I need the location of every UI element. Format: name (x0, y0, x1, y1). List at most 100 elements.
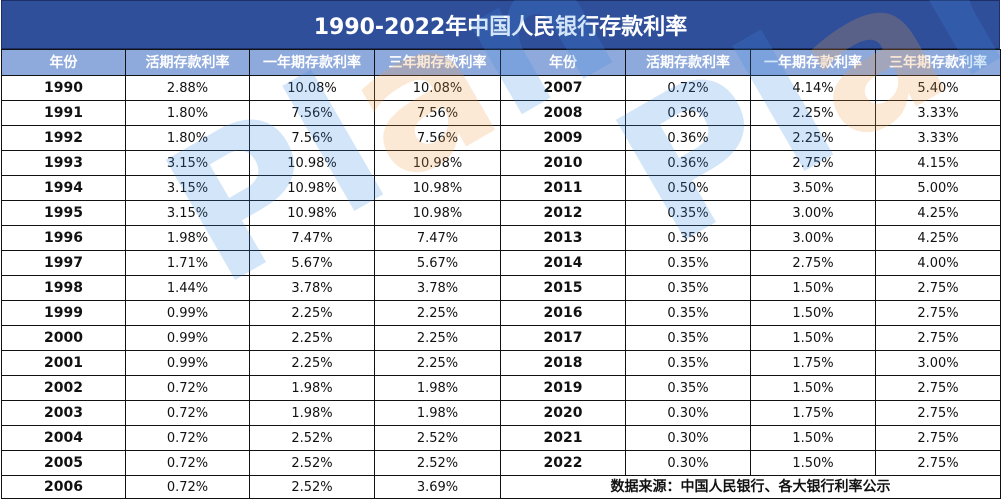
cell-year-left: 2004 (1, 425, 126, 451)
cell-one-year-rate-right: 1.50% (750, 300, 876, 326)
table-row: 2001 0.99% 2.25% 2.25% 2018 0.35% 1.75% 3.00% (1, 350, 1001, 376)
page-title: 1990-2022年中国人民银行存款利率 (1, 0, 1000, 49)
cell-demand-rate-left: 3.15% (125, 200, 250, 226)
cell-one-year-rate-right: 1.75% (750, 350, 876, 376)
cell-year-left: 1994 (1, 175, 126, 201)
cell-one-year-rate-left: 2.52% (249, 450, 375, 476)
cell-three-year-rate-right: 2.75% (875, 300, 1001, 326)
cell-demand-rate-left: 1.44% (125, 275, 250, 301)
cell-year-right: 2007 (500, 75, 626, 101)
cell-three-year-rate-right: 3.00% (875, 350, 1001, 376)
cell-year-right: 2011 (500, 175, 626, 201)
table-row: 2003 0.72% 1.98% 1.98% 2020 0.30% 1.75% 2.75% (1, 400, 1001, 426)
cell-one-year-rate-right: 4.14% (750, 75, 876, 101)
cell-year-right: 2015 (500, 275, 626, 301)
table-row: 2004 0.72% 2.52% 2.52% 2021 0.30% 1.50% 2.75% (1, 425, 1001, 451)
cell-three-year-rate-right: 2.75% (875, 450, 1001, 476)
cell-three-year-rate-left: 7.47% (374, 225, 501, 251)
cell-one-year-rate-right: 2.75% (750, 250, 876, 276)
cell-three-year-rate-right: 2.75% (875, 400, 1001, 426)
cell-one-year-rate-left: 2.25% (249, 350, 375, 376)
cell-demand-rate-left: 1.80% (125, 125, 250, 151)
cell-demand-rate-right: 0.36% (625, 150, 751, 176)
cell-demand-rate-right: 0.35% (625, 350, 751, 376)
cell-one-year-rate-left: 10.98% (249, 175, 375, 201)
cell-demand-rate-right: 0.35% (625, 200, 751, 226)
cell-year-left: 1992 (1, 125, 126, 151)
cell-year-left: 2000 (1, 325, 126, 351)
cell-year-right: 2020 (500, 400, 626, 426)
cell-three-year-rate-left: 10.98% (374, 200, 501, 226)
cell-demand-rate-left: 0.72% (125, 475, 250, 499)
cell-year-left: 1990 (1, 75, 126, 101)
cell-year-right: 2019 (500, 375, 626, 401)
cell-demand-rate-left: 2.88% (125, 75, 250, 101)
cell-three-year-rate-right: 4.25% (875, 225, 1001, 251)
cell-one-year-rate-left: 10.98% (249, 150, 375, 176)
cell-one-year-rate-right: 1.50% (750, 325, 876, 351)
cell-year-right: 2012 (500, 200, 626, 226)
cell-demand-rate-right: 0.30% (625, 400, 751, 426)
cell-year-right: 2014 (500, 250, 626, 276)
table-row: 2000 0.99% 2.25% 2.25% 2017 0.35% 1.50% 2.75% (1, 325, 1001, 351)
cell-three-year-rate-left: 10.98% (374, 175, 501, 201)
cell-one-year-rate-left: 2.25% (249, 325, 375, 351)
cell-year-right: 2021 (500, 425, 626, 451)
cell-one-year-rate-right: 3.00% (750, 200, 876, 226)
cell-three-year-rate-left: 3.69% (374, 475, 501, 499)
cell-three-year-rate-left: 2.25% (374, 350, 501, 376)
cell-three-year-rate-right: 3.33% (875, 125, 1001, 151)
cell-year-left: 2005 (1, 450, 126, 476)
cell-one-year-rate-right: 2.25% (750, 100, 876, 126)
cell-three-year-rate-left: 5.67% (374, 250, 501, 276)
table-row: 2005 0.72% 2.52% 2.52% 2022 0.30% 1.50% 2.75% (1, 450, 1001, 476)
cell-one-year-rate-left: 7.56% (249, 125, 375, 151)
cell-year-left: 1999 (1, 300, 126, 326)
cell-one-year-rate-left: 2.52% (249, 425, 375, 451)
cell-year-right: 2018 (500, 350, 626, 376)
cell-one-year-rate-left: 3.78% (249, 275, 375, 301)
table-row: 2002 0.72% 1.98% 1.98% 2019 0.35% 1.50% 2.75% (1, 375, 1001, 401)
cell-three-year-rate-right: 2.75% (875, 325, 1001, 351)
cell-three-year-rate-left: 2.25% (374, 300, 501, 326)
cell-demand-rate-left: 1.71% (125, 250, 250, 276)
cell-three-year-rate-left: 2.52% (374, 425, 501, 451)
cell-demand-rate-left: 0.72% (125, 425, 250, 451)
cell-one-year-rate-right: 1.75% (750, 400, 876, 426)
cell-demand-rate-left: 3.15% (125, 175, 250, 201)
cell-one-year-rate-right: 1.50% (750, 275, 876, 301)
cell-year-right: 2010 (500, 150, 626, 176)
cell-one-year-rate-left: 7.47% (249, 225, 375, 251)
cell-one-year-rate-right: 3.50% (750, 175, 876, 201)
cell-year-left: 2001 (1, 350, 126, 376)
cell-demand-rate-right: 0.35% (625, 275, 751, 301)
cell-three-year-rate-left: 10.98% (374, 150, 501, 176)
cell-demand-rate-left: 0.72% (125, 450, 250, 476)
cell-one-year-rate-left: 2.25% (249, 300, 375, 326)
cell-demand-rate-left: 1.98% (125, 225, 250, 251)
table-row: 1994 3.15% 10.98% 10.98% 2011 0.50% 3.50% 5.00% (1, 175, 1001, 201)
cell-three-year-rate-right: 2.75% (875, 375, 1001, 401)
cell-three-year-rate-right: 2.75% (875, 275, 1001, 301)
table-row: 1992 1.80% 7.56% 7.56% 2009 0.36% 2.25% 3.33% (1, 125, 1001, 151)
cell-demand-rate-right: 0.36% (625, 125, 751, 151)
cell-year-right: 2009 (500, 125, 626, 151)
cell-year-right: 2008 (500, 100, 626, 126)
cell-three-year-rate-left: 10.08% (374, 75, 501, 101)
cell-three-year-rate-left: 2.52% (374, 450, 501, 476)
cell-year-right: 2017 (500, 325, 626, 351)
cell-one-year-rate-right: 2.25% (750, 125, 876, 151)
cell-one-year-rate-left: 1.98% (249, 375, 375, 401)
cell-one-year-rate-right: 3.00% (750, 225, 876, 251)
table-row: 1993 3.15% 10.98% 10.98% 2010 0.36% 2.75% 4.15% (1, 150, 1001, 176)
table-row: 2006 0.72% 2.52% 3.69% 数据来源：中国人民银行、各大银行利率公示 (1, 475, 1001, 499)
cell-three-year-rate-right: 4.00% (875, 250, 1001, 276)
header-row: 年份 活期存款利率 一年期存款利率 三年期存款利率 年份 活期存款利率 一年期存… (1, 49, 1001, 76)
cell-demand-rate-right: 0.35% (625, 325, 751, 351)
cell-one-year-rate-right: 2.75% (750, 150, 876, 176)
cell-demand-rate-left: 3.15% (125, 150, 250, 176)
cell-demand-rate-right: 0.35% (625, 225, 751, 251)
table-row: 1995 3.15% 10.98% 10.98% 2012 0.35% 3.00% 4.25% (1, 200, 1001, 226)
cell-one-year-rate-left: 10.98% (249, 200, 375, 226)
cell-year-right: 2022 (500, 450, 626, 476)
